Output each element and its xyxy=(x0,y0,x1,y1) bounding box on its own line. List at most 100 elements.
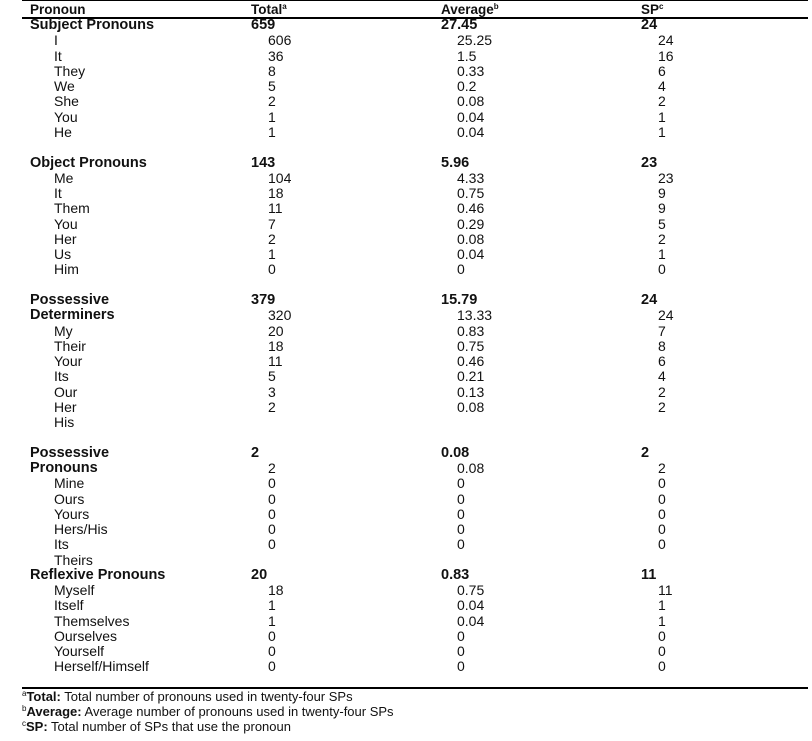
row-total: 18 xyxy=(268,582,284,598)
row-total: 5 xyxy=(268,78,276,94)
row-total: 0 xyxy=(268,475,276,492)
row-pronoun: Us xyxy=(54,246,72,262)
row-total: 320 xyxy=(268,307,292,324)
row-average: 0.04 xyxy=(457,123,485,140)
row-sp: 1 xyxy=(658,612,666,629)
header-total: Totala xyxy=(251,2,287,17)
row-total: 1 xyxy=(268,612,276,629)
row-sp: 6 xyxy=(658,353,666,369)
footnote-average: bAverage: Average number of pronouns use… xyxy=(22,704,394,719)
group-average: 0.08 xyxy=(441,444,470,461)
row-average: 0.08 xyxy=(457,460,485,476)
row-average: 0 xyxy=(457,261,465,278)
row-pronoun: They xyxy=(54,62,86,79)
row-sp: 0 xyxy=(658,643,666,659)
row-sp: 0 xyxy=(658,475,666,492)
row-total: 8 xyxy=(268,62,276,79)
row-sp: 24 xyxy=(658,32,674,49)
row-total: 2 xyxy=(268,93,276,110)
row-pronoun: Him xyxy=(54,261,79,278)
row-pronoun: You xyxy=(54,108,78,125)
row-pronoun: Them xyxy=(54,200,90,217)
row-average: 0.83 xyxy=(457,322,485,339)
group-sp: 2 xyxy=(641,444,650,461)
row-sp: 1 xyxy=(658,246,666,262)
row-sp: 24 xyxy=(658,307,674,324)
row-total: 11 xyxy=(268,200,283,217)
row-average: 0 xyxy=(457,536,465,553)
row-average: 13.33 xyxy=(457,307,493,324)
group-total: 659 xyxy=(251,17,276,33)
row-total: 1 xyxy=(268,597,276,614)
table-top-rule xyxy=(22,0,808,1)
group-total: 143 xyxy=(251,154,276,171)
row-pronoun: It xyxy=(54,47,62,64)
header-pronoun: Pronoun xyxy=(30,2,86,17)
header-rule xyxy=(22,17,808,19)
footnote-total: aTotal: Total number of pronouns used in… xyxy=(22,689,353,704)
row-average: 0.33 xyxy=(457,62,485,79)
row-sp: 16 xyxy=(658,47,674,64)
row-pronoun: Ours xyxy=(54,490,85,507)
row-average: 0.04 xyxy=(457,108,485,125)
group-name: Possessive xyxy=(30,444,110,461)
row-total: 5 xyxy=(268,368,276,385)
row-sp: 2 xyxy=(658,230,666,247)
row-sp: 9 xyxy=(658,185,666,201)
row-sp: 1 xyxy=(658,597,666,614)
row-pronoun: Its xyxy=(54,536,69,553)
row-sp: 6 xyxy=(658,62,666,79)
row-sp: 2 xyxy=(658,93,666,110)
row-average: 0 xyxy=(457,521,465,537)
row-average: 0.08 xyxy=(457,93,485,110)
row-total: 11 xyxy=(268,353,283,369)
header-average: Averageb xyxy=(441,2,499,17)
row-total: 20 xyxy=(268,322,284,339)
row-pronoun: Our xyxy=(54,383,78,400)
row-total: 0 xyxy=(268,536,276,553)
row-total: 0 xyxy=(268,521,276,537)
row-sp: 0 xyxy=(658,490,666,507)
group-average: 27.45 xyxy=(441,17,478,33)
group-sp: 24 xyxy=(641,17,658,33)
row-pronoun: His xyxy=(54,414,75,430)
row-total: 1 xyxy=(268,123,276,140)
row-sp: 0 xyxy=(658,536,666,553)
row-total: 7 xyxy=(268,215,276,232)
row-pronoun: Yours xyxy=(54,505,90,522)
row-average: 0.75 xyxy=(457,582,485,598)
row-average: 0.75 xyxy=(457,337,485,354)
row-pronoun: Itself xyxy=(54,597,84,614)
row-pronoun: Theirs xyxy=(54,551,93,568)
row-total: 1 xyxy=(268,246,276,262)
row-sp: 0 xyxy=(658,261,666,278)
group-sp: 23 xyxy=(641,154,658,171)
row-average: 0.13 xyxy=(457,383,485,400)
row-pronoun: He xyxy=(54,123,72,140)
group-average: 5.96 xyxy=(441,154,470,171)
footnote-sp: cSP: Total number of SPs that use the pr… xyxy=(22,719,291,734)
row-total: 18 xyxy=(268,337,284,354)
row-average: 0.46 xyxy=(457,200,485,217)
row-pronoun: Me xyxy=(54,169,74,186)
row-sp: 5 xyxy=(658,215,666,232)
row-pronoun: We xyxy=(54,78,75,94)
row-average: 25.25 xyxy=(457,32,493,49)
row-sp: 1 xyxy=(658,123,666,140)
row-average: 0.75 xyxy=(457,185,485,201)
row-total: 606 xyxy=(268,32,292,49)
row-sp: 0 xyxy=(658,658,666,675)
row-total: 2 xyxy=(268,398,276,415)
row-sp: 2 xyxy=(658,460,666,476)
row-total: 18 xyxy=(268,185,284,201)
row-sp: 2 xyxy=(658,398,666,415)
row-average: 0.04 xyxy=(457,246,485,262)
row-pronoun: My xyxy=(54,322,73,339)
row-total: 0 xyxy=(268,490,276,507)
group-name: Pronouns xyxy=(30,460,98,476)
row-total: 0 xyxy=(268,627,276,644)
row-pronoun: Her xyxy=(54,398,77,415)
row-sp: 0 xyxy=(658,627,666,644)
row-sp: 4 xyxy=(658,78,666,94)
row-pronoun: Myself xyxy=(54,582,95,598)
